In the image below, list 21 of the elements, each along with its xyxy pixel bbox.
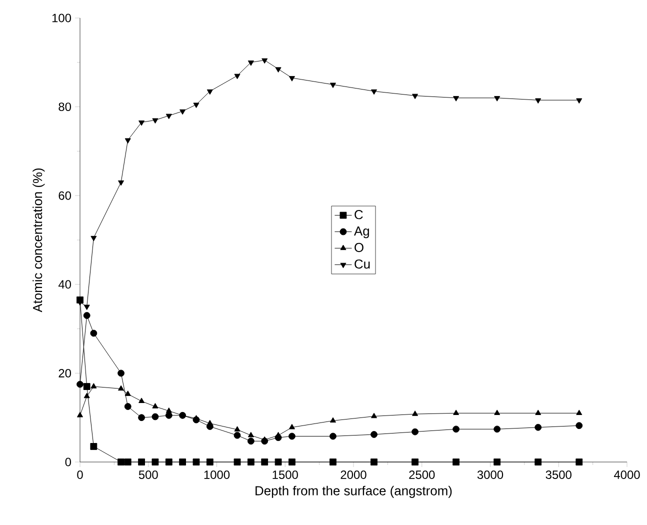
legend-label: Cu xyxy=(354,259,370,269)
y-tick-label: 80 xyxy=(58,102,72,112)
y-tick-label: 0 xyxy=(65,458,72,466)
y-tick-label: 40 xyxy=(58,280,72,289)
y-tick-label: 20 xyxy=(58,368,72,378)
legend-label: Ag xyxy=(354,226,369,238)
x-tick-label: 1500 xyxy=(272,470,298,479)
x-tick-label: 0 xyxy=(77,470,83,479)
x-tick-label: 500 xyxy=(138,470,158,479)
legend-label: O xyxy=(354,242,364,252)
x-tick-label: 3500 xyxy=(546,470,572,479)
x-tick-label: 4000 xyxy=(614,470,640,479)
x-tick-label: 1000 xyxy=(204,470,230,479)
x-axis-title: Depth from the surface (angstrom) xyxy=(256,486,452,498)
x-tick-label: 2000 xyxy=(340,470,366,479)
y-tick-label: 100 xyxy=(52,14,72,22)
y-tick-label: 60 xyxy=(58,191,72,200)
x-tick-label: 2500 xyxy=(409,470,435,479)
y-axis-title: Atomic concentration (%) xyxy=(32,168,45,312)
x-tick-label: 3000 xyxy=(477,470,504,479)
legend-label: C xyxy=(354,210,363,220)
